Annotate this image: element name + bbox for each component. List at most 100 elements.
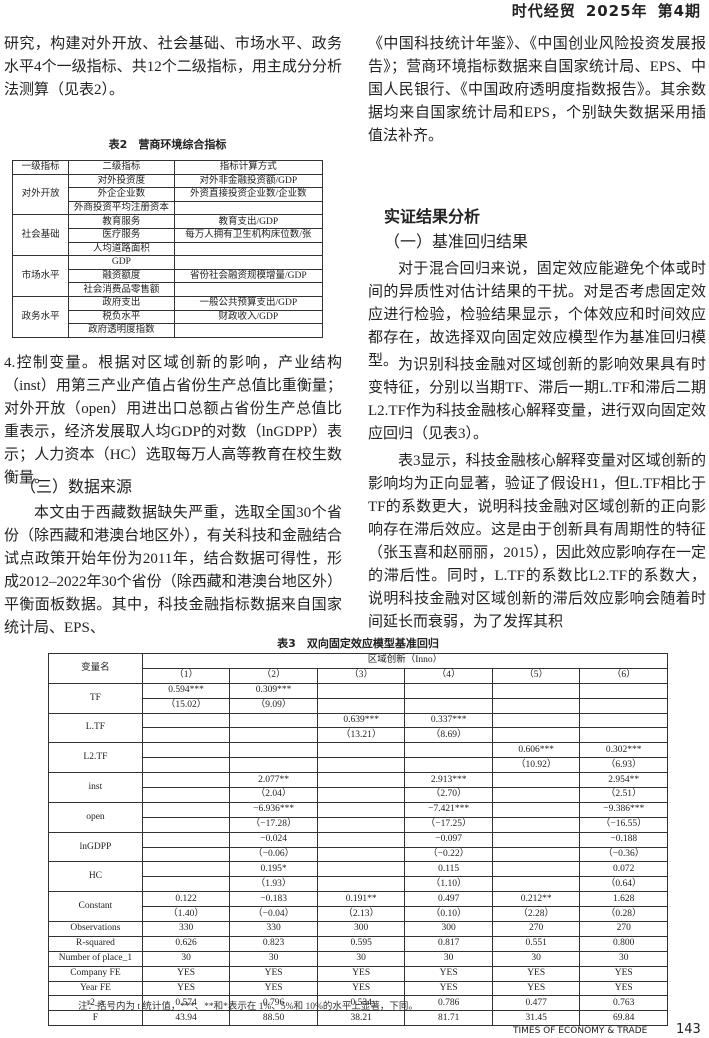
value-cell: 88.50 [229,1010,318,1027]
paragraph: 《中国科技统计年鉴》、《中国创业风险投资发展报告》；营商环境指标数据来自国家统计… [368,36,706,144]
value-cell: 0.823 [229,935,318,952]
table-cell: 外企企业数 [68,187,175,202]
table-header-row: 变量名 区域创新（Inno） [48,653,669,684]
t-stat-cell: （2.51） [579,787,668,803]
coefficient-cell: 0.594*** [141,682,231,699]
coefficient-cell [491,831,581,848]
table-cell: 人均道路面积 [68,241,175,257]
coefficient-cell [404,742,493,759]
table-row: 人均道路面积 [13,241,324,257]
table-cell [173,255,324,270]
table-cell: 教育支出/GDP [173,214,324,229]
table-row: （−17.28） （−17.25） （−16.55） [49,816,668,833]
coefficient-cell [141,772,231,789]
coefficient-cell [491,712,581,729]
t-stat-cell: （13.21） [316,727,406,744]
coefficient-cell [141,801,231,818]
coefficient-cell: 2.077** [229,772,318,789]
value-cell: 0.786 [404,995,493,1012]
paragraph: 本文由于西藏数据缺失严重，选取全国30个省份（除西藏和港澳台地区外），有关科技和… [4,505,342,636]
year: 2025年 [585,2,648,20]
group-label: 政务水平 [11,295,70,338]
column-header: （6） [579,667,668,684]
coefficient-cell: 0.212** [491,891,581,908]
t-stat-cell: （1.40） [141,906,231,923]
t-stat-cell: （10.92） [491,757,581,774]
table-row: 对外开放 对外投资度 对外非金融投资额/GDP [11,173,324,216]
value-cell: YES [141,965,231,982]
value-cell: 30 [229,950,318,967]
coefficient-cell: 2.913*** [404,772,493,789]
t-stat-cell: （2.13） [316,906,406,923]
table-row: inst 2.077** 2.913*** 2.954** [48,772,668,803]
variable-name: Constant [48,891,143,923]
coefficient-cell [579,682,668,699]
value-cell: YES [404,980,493,997]
coefficient-cell [316,772,406,789]
value-cell: 0.763 [579,995,668,1012]
coefficient-cell: 0.302*** [579,742,668,759]
variable-name: open [48,801,143,833]
coefficient-cell: 0.122 [141,891,231,908]
coefficient-cell: 0.639*** [316,712,406,729]
t-stat-cell [404,697,493,714]
t-stat-cell: （2.70） [404,787,493,803]
table-cell: 社会消费品零售额 [68,282,175,297]
variable-name: L2.TF [48,742,143,774]
journal-name: 时代经贸 [511,2,576,20]
paragraph: 研究，构建对外开放、社会基础、市场水平、政务水平4个一级指标、共12个二级指标，… [4,36,342,98]
coefficient-cell [141,831,231,848]
table-row: F 43.94 88.50 38.21 81.71 31.45 69.84 [48,1010,668,1027]
group-label: 对外开放 [11,173,70,216]
value-cell: 0.595 [316,935,406,952]
table-header-row: 一级指标 二级指标 指标计算方式 [11,160,324,175]
t-stat-cell: （2.28） [491,906,581,923]
t-stat-cell: （6.93） [579,757,668,774]
paragraph: 对于混合回归来说，固定效应能避免个体或时间的异质性对估计结果的干扰。对是否考虑固… [368,261,706,369]
coefficient-cell [579,712,668,729]
table-row: Observations 330 330 300 300 270 270 [48,921,668,937]
t-stat-cell: （−0.06） [229,846,318,863]
table-cell: 医疗服务 [68,227,175,243]
column-header: 二级指标 [68,160,175,175]
t-stat-cell: （−16.55） [579,816,668,833]
t-stat-cell: （0.10） [404,906,493,923]
value-cell: YES [491,965,581,982]
running-header: 时代经贸 2025年 第4期 [502,2,701,20]
issue: 第4期 [657,2,701,20]
coefficient-cell: −0.097 [404,831,493,848]
table-row: Company FE YES YES YES YES YES YES [48,965,668,982]
section-heading: 实证结果分析 [384,207,481,226]
table-row: （13.21） （8.69） [49,727,668,744]
footer-journal: TIMES OF ECONOMY & TRADE [513,1026,648,1036]
coefficient-cell [141,742,231,759]
table-row: （−0.06） （−0.22） （−0.36） [49,846,668,863]
coefficient-cell: 0.195* [229,861,318,878]
variable-name: L.TF [48,712,143,744]
t-stat-cell [141,876,231,893]
table-row: lnGDPP −0.024 −0.097 −0.188 [48,831,668,863]
table-row: open −6.936*** −7.421*** −9.386*** [48,801,668,833]
value-cell: 69.84 [579,1010,668,1027]
variable-name: Observations [48,921,143,937]
t-stat-cell [229,757,318,774]
coefficient-cell [404,682,493,699]
variable-name: R-squared [48,935,143,952]
table-row: 政府透明度指数 [13,323,324,338]
variable-name: Number of place_1 [48,950,143,967]
t-stat-cell [141,757,231,774]
value-cell: YES [579,965,668,982]
column-header: 一级指标 [11,160,70,175]
value-cell: 0.477 [491,995,581,1012]
t-stat-cell: （1.10） [404,876,493,893]
table-cell: 对外非金融投资额/GDP [173,173,324,189]
coefficient-cell [316,861,406,878]
table-cell: 省份社会融资规模增量/GDP [173,268,324,284]
t-stat-cell: （−0.22） [404,846,493,863]
coefficient-cell [491,772,581,789]
coefficient-cell: −7.421*** [404,801,493,818]
variable-name: F [48,1010,143,1027]
t-stat-cell [141,846,231,863]
group-label: 社会基础 [11,214,70,257]
t-stat-cell [404,757,493,774]
